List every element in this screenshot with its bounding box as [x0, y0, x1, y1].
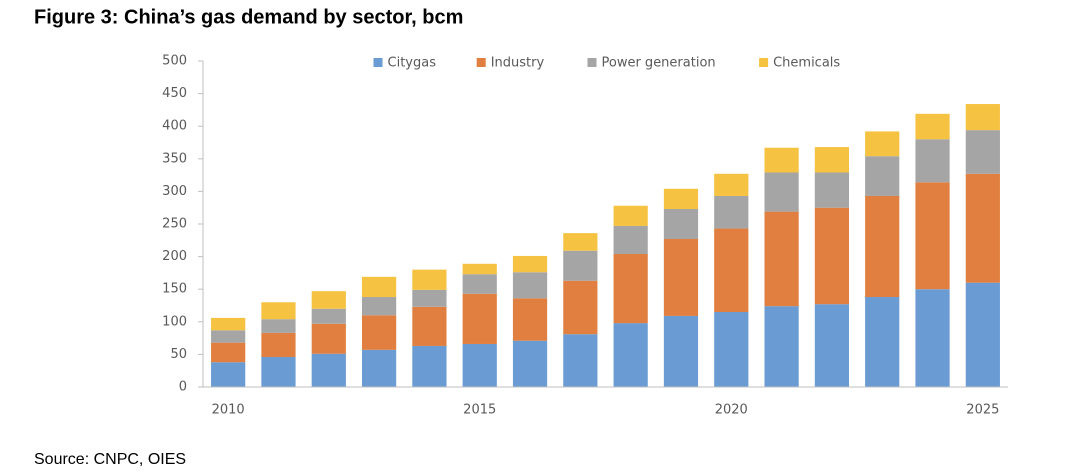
- bar-segment: [211, 362, 246, 387]
- bar-segment: [563, 334, 598, 387]
- bar-segment: [211, 330, 246, 343]
- bar-segment: [311, 353, 346, 387]
- legend-label: Industry: [491, 56, 545, 71]
- bar-segment: [865, 195, 900, 298]
- y-tick-label: 50: [170, 347, 187, 362]
- bar-segment: [412, 289, 447, 307]
- bar-segment: [613, 323, 648, 387]
- bar-segment: [412, 345, 447, 387]
- y-tick-label: 300: [162, 184, 187, 199]
- y-tick-label: 150: [162, 282, 187, 297]
- bar-segment: [361, 315, 397, 350]
- bar-segment: [462, 263, 497, 275]
- x-tick-label: 2015: [463, 403, 496, 418]
- x-tick-label: 2010: [212, 403, 245, 418]
- bar-segment: [462, 343, 497, 387]
- chart-title: Figure 3: China’s gas demand by sector, …: [34, 6, 463, 28]
- legend-swatch: [373, 58, 383, 67]
- bar-segment: [613, 205, 648, 226]
- source-note: Source: CNPC, OIES: [34, 451, 186, 468]
- bar-segment: [613, 253, 648, 324]
- x-tick-label: 2020: [715, 403, 748, 418]
- bar-segment: [865, 156, 900, 196]
- bar-segment: [814, 304, 850, 387]
- bar-segment: [563, 233, 598, 251]
- y-tick-label: 450: [162, 86, 187, 101]
- legend-label: Power generation: [602, 56, 716, 71]
- x-tick-label: 2025: [966, 403, 999, 418]
- bar-segment: [814, 172, 850, 208]
- bar-segment: [714, 228, 749, 313]
- bar-segment: [311, 323, 346, 354]
- bar-segment: [764, 172, 799, 212]
- bar-segment: [714, 312, 749, 387]
- bar-segment: [965, 282, 1000, 387]
- bar-segment: [462, 293, 497, 344]
- bar-segment: [965, 104, 1000, 131]
- bar-segment: [361, 276, 397, 298]
- bar-segment: [512, 298, 548, 341]
- legend-label: Citygas: [388, 56, 437, 71]
- bar-segment: [361, 297, 397, 316]
- bar-segment: [663, 188, 699, 210]
- bar-segment: [261, 302, 296, 320]
- bar-segment: [512, 255, 548, 273]
- bar-segment: [361, 349, 397, 387]
- bar-segment: [865, 131, 900, 157]
- bar-segment: [714, 195, 749, 229]
- bar-segment: [965, 173, 1000, 283]
- bar-segment: [965, 130, 1000, 174]
- bar-segment: [663, 209, 699, 239]
- bar-segment: [613, 225, 648, 254]
- legend-swatch: [587, 58, 597, 67]
- y-tick-label: 500: [162, 54, 187, 69]
- bar-segment: [462, 274, 497, 294]
- bar-segment: [512, 272, 548, 299]
- bar-segment: [915, 139, 950, 183]
- bar-segment: [764, 306, 799, 387]
- bar-segment: [261, 319, 296, 333]
- bar-segment: [563, 250, 598, 281]
- bar-segment: [915, 289, 950, 387]
- legend-label: Chemicals: [773, 56, 840, 71]
- bar-segment: [764, 147, 799, 173]
- bar-segment: [512, 340, 548, 387]
- y-tick-label: 400: [162, 119, 187, 134]
- bar-segment: [814, 147, 850, 173]
- bar-segment: [865, 297, 900, 387]
- bar-segment: [915, 113, 950, 140]
- bar-segment: [311, 308, 346, 324]
- bar-segment: [714, 173, 749, 196]
- bar-segment: [311, 291, 346, 309]
- y-tick-label: 0: [179, 380, 187, 395]
- legend-swatch: [759, 58, 769, 67]
- bar-segment: [261, 357, 296, 387]
- bar-segment: [412, 306, 447, 346]
- bar-segment: [412, 269, 447, 290]
- legend-swatch: [476, 58, 486, 67]
- bar-segment: [563, 280, 598, 335]
- bar-segment: [764, 211, 799, 307]
- bar-segment: [211, 317, 246, 331]
- y-tick-label: 100: [162, 314, 187, 329]
- bar-segment: [663, 238, 699, 316]
- y-tick-label: 200: [162, 249, 187, 264]
- bar-segment: [915, 182, 950, 290]
- y-tick-label: 350: [162, 151, 187, 166]
- y-tick-label: 250: [162, 217, 187, 232]
- bar-segment: [814, 207, 850, 305]
- bar-segment: [211, 342, 246, 363]
- bar-segment: [261, 332, 296, 358]
- bar-segment: [663, 315, 699, 387]
